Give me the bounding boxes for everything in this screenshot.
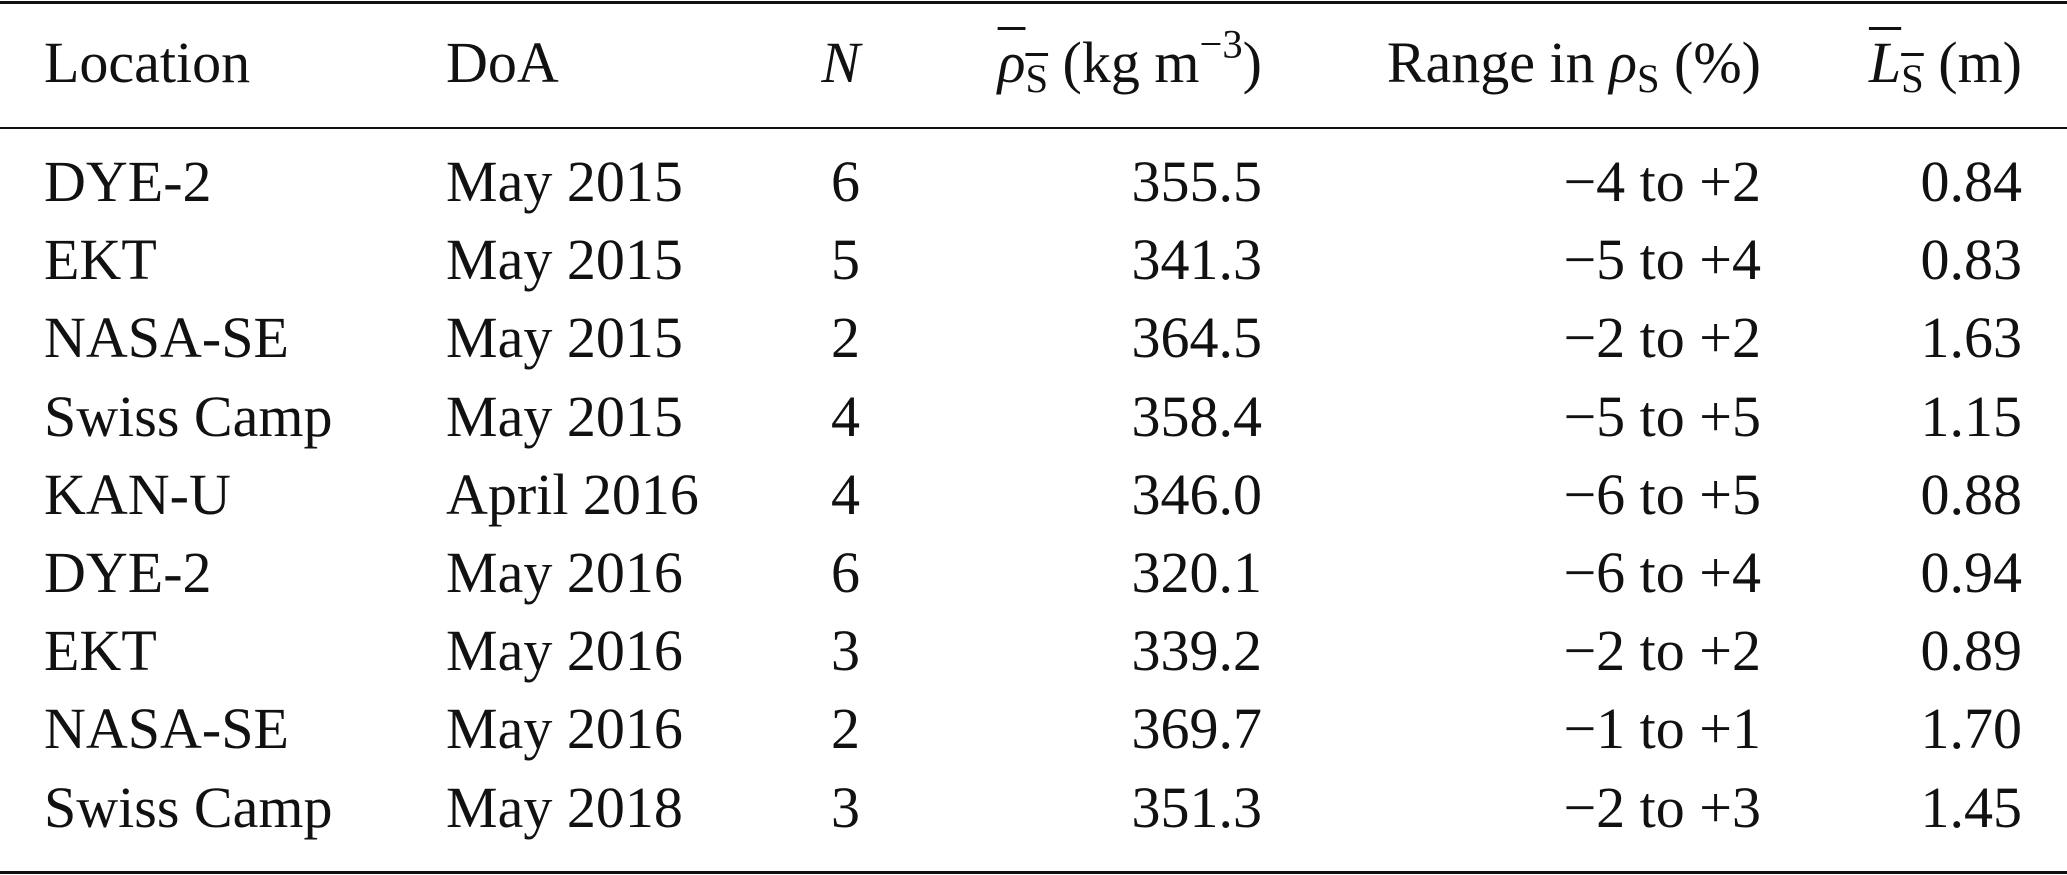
bottom-rule bbox=[0, 871, 2067, 874]
exponent: −3 bbox=[1199, 21, 1243, 67]
table-cell: NASA-SE bbox=[44, 305, 289, 371]
table-cell: −1 to +1 bbox=[1563, 696, 1761, 762]
table-cell: −2 to +2 bbox=[1563, 618, 1761, 684]
table-cell: May 2016 bbox=[446, 618, 683, 684]
subscript: S bbox=[1636, 56, 1660, 102]
header-cell: DoA bbox=[446, 30, 559, 95]
table-cell: 0.83 bbox=[1920, 227, 2023, 293]
table-cell: 351.3 bbox=[1131, 774, 1263, 840]
table-cell: May 2015 bbox=[446, 305, 683, 371]
table-cell: 1.15 bbox=[1920, 383, 2023, 449]
header-symbol: ρS bbox=[997, 30, 1048, 99]
unit-close: ) bbox=[1242, 30, 1262, 95]
header-cell: Location bbox=[44, 30, 251, 95]
table-cell: 0.94 bbox=[1920, 540, 2023, 605]
table-cell: April 2016 bbox=[446, 461, 699, 527]
symbol: L bbox=[1868, 30, 1902, 95]
table-cell: 1.63 bbox=[1920, 305, 2023, 371]
table-cell: 3 bbox=[831, 618, 860, 684]
table-cell: 346.0 bbox=[1131, 461, 1263, 527]
table-cell: 6 bbox=[831, 540, 860, 605]
table-cell: 358.4 bbox=[1131, 383, 1263, 449]
header-text: Range in bbox=[1386, 30, 1595, 95]
symbol: ρ bbox=[997, 30, 1026, 95]
table-cell: 355.5 bbox=[1131, 149, 1263, 214]
table-cell: EKT bbox=[44, 618, 157, 684]
header-rule bbox=[0, 127, 2067, 129]
table-cell: 6 bbox=[831, 149, 860, 214]
table-cell: 369.7 bbox=[1131, 696, 1263, 762]
table-cell: 339.2 bbox=[1131, 618, 1263, 684]
header-cell: Range in ρS (%) bbox=[1387, 34, 1761, 99]
unit: (m) bbox=[1938, 30, 2022, 95]
table-cell: KAN-U bbox=[44, 461, 231, 527]
table-cell: −2 to +2 bbox=[1563, 305, 1761, 371]
header-cell: N bbox=[821, 34, 860, 92]
table-cell: Swiss Camp bbox=[44, 774, 333, 840]
table-cell: −5 to +4 bbox=[1563, 227, 1761, 293]
symbol: ρ bbox=[1609, 30, 1637, 95]
table-cell: −5 to +5 bbox=[1563, 383, 1761, 449]
table-cell: −4 to +2 bbox=[1563, 149, 1761, 214]
table-cell: 5 bbox=[831, 227, 860, 293]
table-cell: 0.89 bbox=[1920, 618, 2023, 684]
header-symbol: LS bbox=[1868, 30, 1924, 99]
table-cell: 3 bbox=[831, 774, 860, 840]
subscript: S bbox=[1025, 56, 1049, 102]
header-cell: ρS (kg m−3) bbox=[998, 24, 1262, 99]
top-rule bbox=[0, 1, 2067, 4]
table-cell: May 2015 bbox=[446, 227, 683, 293]
table-cell: −2 to +3 bbox=[1563, 774, 1761, 840]
table-cell: May 2016 bbox=[446, 696, 683, 762]
table-cell: 320.1 bbox=[1131, 540, 1263, 605]
table-cell: 1.70 bbox=[1920, 696, 2023, 762]
table-cell: 1.45 bbox=[1920, 774, 2023, 840]
table-cell: 2 bbox=[831, 696, 860, 762]
table-cell: 0.84 bbox=[1920, 149, 2023, 214]
table-cell: −6 to +4 bbox=[1563, 540, 1761, 605]
table-cell: 2 bbox=[831, 305, 860, 371]
table-cell: −6 to +5 bbox=[1563, 461, 1761, 527]
table-cell: 4 bbox=[831, 383, 860, 449]
header-cell: LS (m) bbox=[1869, 34, 2022, 99]
header-symbol: N bbox=[821, 30, 860, 95]
table-cell: 4 bbox=[831, 461, 860, 527]
table-cell: Swiss Camp bbox=[44, 383, 333, 449]
subscript: S bbox=[1901, 56, 1924, 102]
table-cell: DYE-2 bbox=[44, 540, 212, 605]
table-cell: May 2015 bbox=[446, 149, 683, 214]
table-cell: May 2016 bbox=[446, 540, 683, 605]
table-cell: EKT bbox=[44, 227, 157, 293]
table-cell: 341.3 bbox=[1131, 227, 1263, 293]
unit: (kg m bbox=[1062, 30, 1200, 95]
table-cell: 364.5 bbox=[1131, 305, 1263, 371]
unit: (%) bbox=[1674, 30, 1761, 95]
table-cell: NASA-SE bbox=[44, 696, 289, 762]
table-cell: 0.88 bbox=[1920, 461, 2023, 527]
table-cell: May 2018 bbox=[446, 774, 683, 840]
table-cell: DYE-2 bbox=[44, 149, 212, 214]
table-cell: May 2015 bbox=[446, 383, 683, 449]
